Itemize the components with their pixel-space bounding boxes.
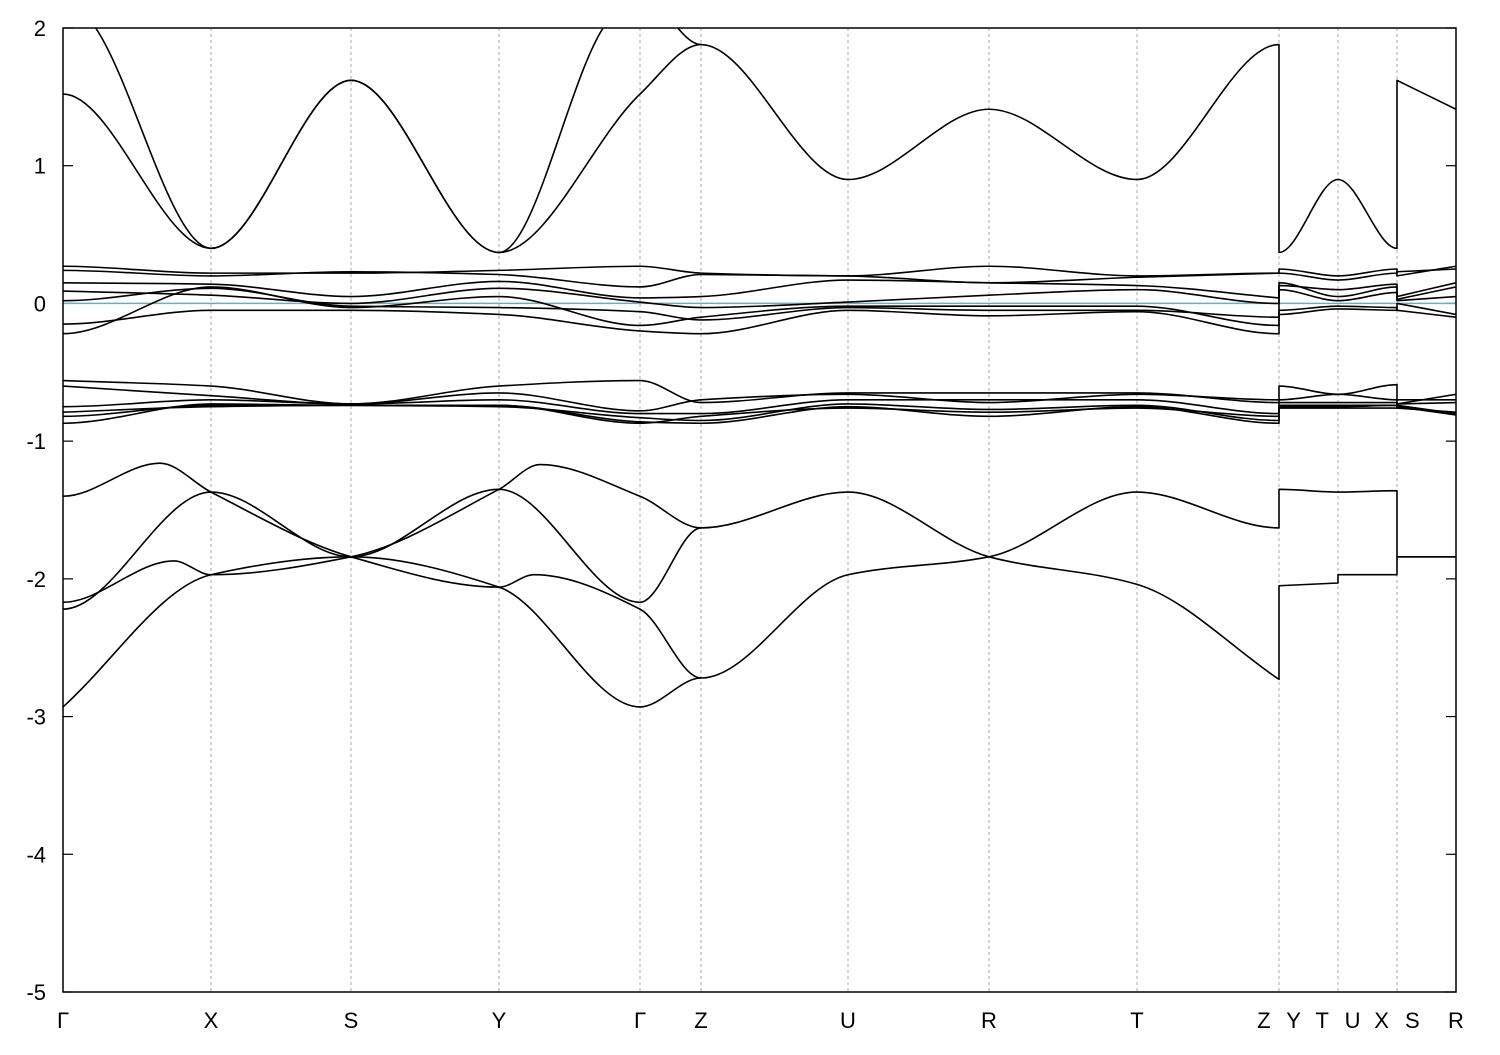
band-line: [63, 287, 1456, 321]
band-line: [63, 268, 1456, 288]
band-line: [63, 305, 1456, 335]
band-line: [63, 462, 1456, 679]
x-tick-label: Z Y: [1257, 1008, 1301, 1033]
band-line: [63, 281, 1456, 309]
band-line: [94, 28, 702, 254]
band-line: [63, 463, 1456, 681]
band-line: [63, 556, 702, 708]
x-tick-label: X S: [1374, 1008, 1419, 1033]
x-tick-label: R: [1448, 1008, 1464, 1033]
x-tick-label: Z: [694, 1008, 707, 1033]
band-line: [63, 279, 1456, 299]
x-tick-label: T: [1130, 1008, 1143, 1033]
x-tick-label: Γ: [57, 1008, 69, 1033]
y-tick-label: -2: [26, 567, 46, 592]
band-line: [63, 403, 1456, 425]
band-line: [63, 399, 1456, 415]
x-tick-label: R: [981, 1008, 997, 1033]
y-tick-label: 2: [34, 16, 46, 41]
band-line: [63, 286, 1456, 335]
x-tick-label: Y: [492, 1008, 507, 1033]
y-tick-label: 1: [34, 154, 46, 179]
y-tick-label: -5: [26, 980, 46, 1005]
x-tick-label: Γ: [634, 1008, 646, 1033]
plot-frame: [62, 27, 1457, 993]
band-line: [63, 488, 702, 610]
y-tick-label: 0: [34, 291, 46, 316]
bands: [63, 28, 1456, 708]
x-tick-label: U: [840, 1008, 856, 1033]
tick-labels: -5 -4 -3 -2 -1 0 1 2 Γ X S Y Γ Z U R T Z Y T U X S R: [26, 16, 1464, 1033]
x-tick-label: X: [204, 1008, 219, 1033]
x-tick-label: T U: [1315, 1008, 1360, 1033]
y-tick-label: -4: [26, 842, 46, 867]
y-tick-label: -3: [26, 705, 46, 730]
y-tick-label: -1: [26, 429, 46, 454]
x-tick-label: S: [344, 1008, 359, 1033]
